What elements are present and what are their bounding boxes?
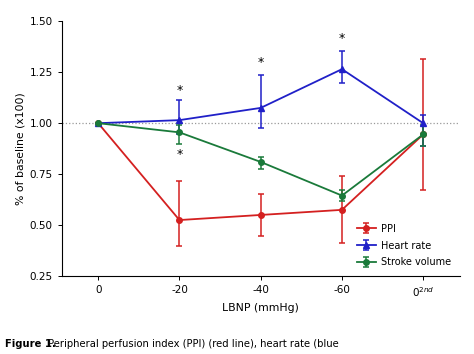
Text: *: * — [176, 84, 182, 97]
Y-axis label: % of baseline (x100): % of baseline (x100) — [15, 92, 25, 205]
Legend: PPI, Heart rate, Stroke volume: PPI, Heart rate, Stroke volume — [353, 220, 455, 271]
Text: Figure 1.: Figure 1. — [5, 339, 55, 349]
Text: *: * — [176, 148, 182, 161]
Text: Peripheral perfusion index (PPI) (red line), heart rate (blue: Peripheral perfusion index (PPI) (red li… — [45, 339, 339, 349]
Text: *: * — [339, 32, 345, 45]
Text: *: * — [257, 56, 264, 69]
X-axis label: LBNP (mmHg): LBNP (mmHg) — [222, 303, 299, 313]
